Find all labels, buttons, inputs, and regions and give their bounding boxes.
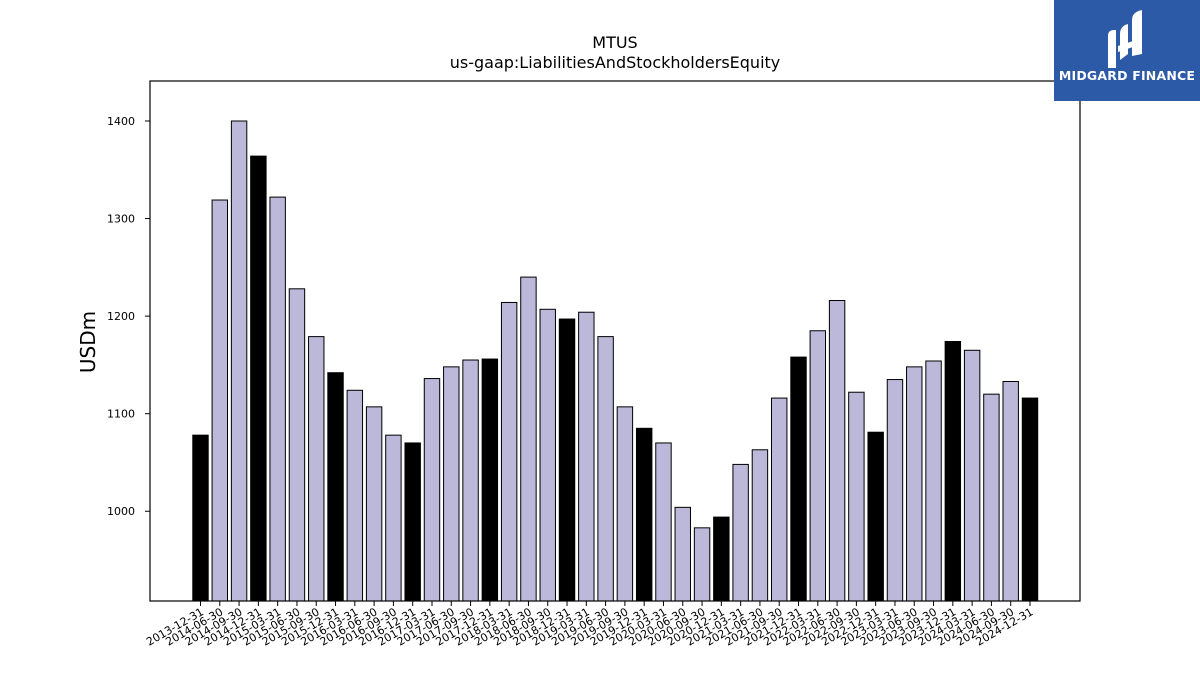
bar <box>906 366 923 602</box>
bar <box>886 379 904 602</box>
bar <box>462 359 479 602</box>
midgard-logo-icon <box>1108 10 1142 68</box>
bar <box>269 196 286 602</box>
bar <box>578 311 595 602</box>
bar <box>809 330 827 602</box>
bar <box>500 301 518 602</box>
bar <box>616 406 634 602</box>
y-axis-ticks: 1000 1100 1200 1300 1400 <box>107 115 150 518</box>
bar <box>558 318 576 602</box>
y-tick-label: 1100 <box>107 408 135 421</box>
logo-text: MIDGARD FINANCE <box>1058 68 1196 83</box>
bar <box>365 406 383 602</box>
bar <box>944 340 962 602</box>
bar <box>250 155 267 602</box>
bar <box>693 527 711 602</box>
bar <box>751 449 769 602</box>
bar <box>732 463 749 602</box>
y-tick-label: 1000 <box>107 505 135 518</box>
bar <box>674 506 691 602</box>
bars-group <box>192 120 1039 602</box>
bar <box>288 288 306 602</box>
bar <box>539 308 556 602</box>
y-axis-label: USDm <box>76 311 100 373</box>
x-axis-ticks: 2013-12-312014-06-302014-09-302014-12-31… <box>144 601 1036 649</box>
bar <box>771 397 788 602</box>
bar <box>925 360 942 602</box>
bar <box>1002 380 1019 602</box>
bar <box>404 442 421 602</box>
y-tick-label: 1300 <box>107 213 135 226</box>
bar <box>443 366 460 602</box>
bar <box>867 431 884 602</box>
bar <box>597 336 614 602</box>
bar <box>1021 397 1039 602</box>
bar <box>655 442 672 602</box>
bar <box>230 120 248 602</box>
bar <box>481 358 499 602</box>
bar <box>423 378 441 602</box>
bar <box>635 427 653 602</box>
chart-title: MTUS <box>592 33 637 52</box>
bar <box>520 276 537 602</box>
bar <box>848 391 865 602</box>
bar <box>192 434 209 602</box>
bar <box>790 356 807 602</box>
bar <box>983 393 1000 602</box>
bar <box>713 516 730 602</box>
chart-subtitle: us-gaap:LiabilitiesAndStockholdersEquity <box>450 53 781 72</box>
bar <box>211 199 229 602</box>
bar <box>385 434 402 602</box>
bar <box>963 349 981 602</box>
plot-frame <box>149 80 1081 602</box>
bar <box>327 372 344 602</box>
y-tick-label: 1400 <box>107 115 135 128</box>
bar <box>346 389 364 602</box>
brand-logo: MIDGARD FINANCE <box>1054 0 1200 101</box>
bar <box>308 336 325 602</box>
y-tick-label: 1200 <box>107 310 135 323</box>
bar <box>828 300 846 602</box>
